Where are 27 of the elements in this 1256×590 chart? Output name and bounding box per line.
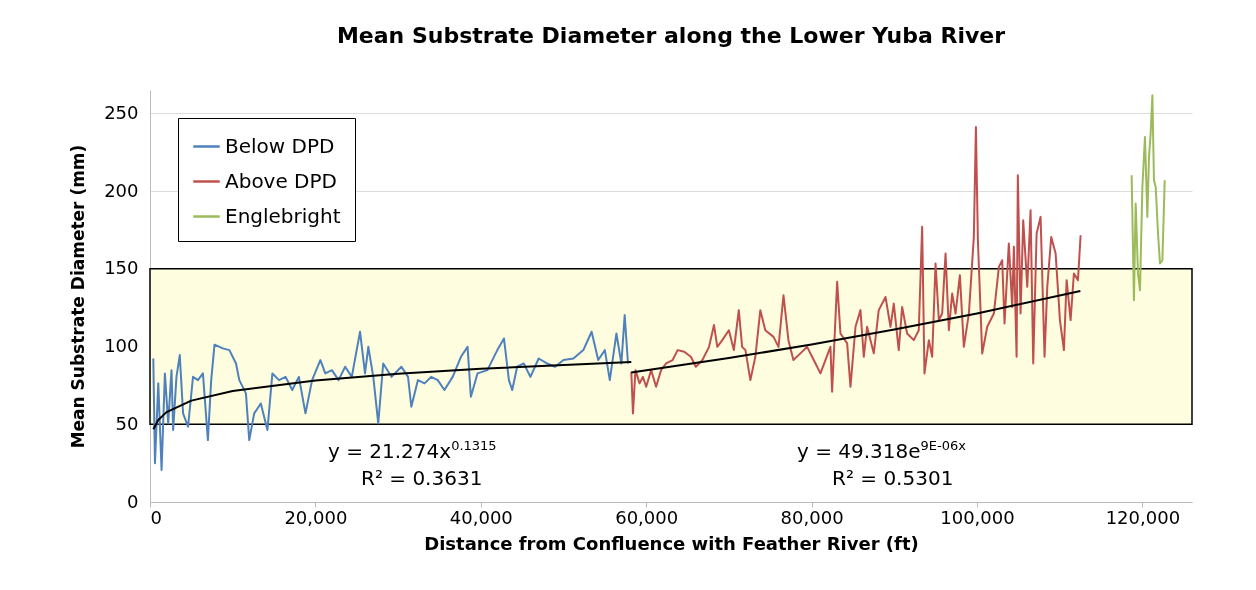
- legend-label: Above DPD: [225, 168, 337, 193]
- x-tick-label: 60,000: [615, 506, 679, 528]
- legend-label: Below DPD: [225, 133, 335, 158]
- y-tick-label: 200: [104, 179, 139, 201]
- y-tick-label: 150: [104, 257, 139, 279]
- x-tick-label: 20,000: [284, 506, 348, 528]
- x-axis-title: Distance from Confluence with Feather River (ft): [424, 532, 919, 554]
- annotation: y = 49.318e$^{9E-06x}$: [797, 438, 967, 463]
- y-axis-title: Mean Substrate Diameter (mm): [68, 144, 89, 449]
- y-tick-label: 250: [104, 101, 139, 123]
- annotation: R² = 0.3631: [361, 466, 483, 490]
- x-tick-label: 40,000: [449, 506, 513, 528]
- x-tick-label: 0: [150, 506, 162, 528]
- annotation: R² = 0.5301: [832, 466, 954, 490]
- x-tick-label: 100,000: [940, 506, 1015, 528]
- line-series: [152, 314, 629, 471]
- legend-label: Englebright: [225, 203, 341, 228]
- y-tick-label: 50: [115, 412, 139, 434]
- line-series: [630, 126, 1082, 415]
- line-series: [1130, 94, 1166, 302]
- x-tick-label: 80,000: [780, 506, 844, 528]
- chart-title: Mean Substrate Diameter along the Lower Yuba River: [336, 23, 1006, 48]
- x-tick-label: 120,000: [1105, 506, 1181, 528]
- line-series: [630, 290, 1082, 374]
- y-tick-label: 0: [127, 490, 139, 512]
- annotation: y = 21.274x$^{0.1315}$: [328, 438, 497, 463]
- y-tick-label: 100: [104, 335, 139, 357]
